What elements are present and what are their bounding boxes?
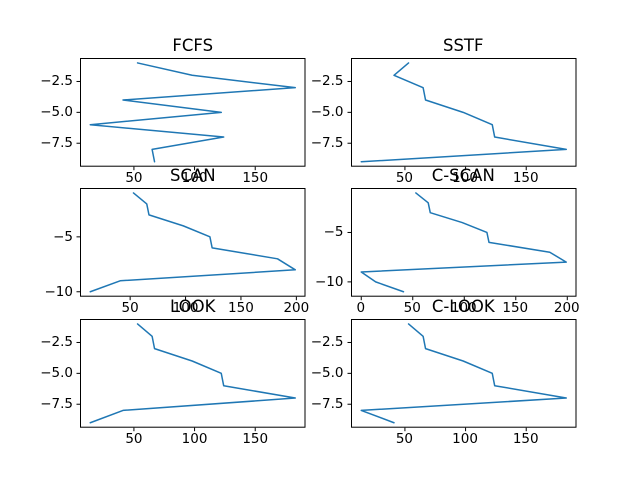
line-plot-look — [76, 318, 306, 431]
x-tick-label: 150 — [512, 169, 539, 186]
x-tick-label: 50 — [121, 300, 139, 317]
y-tick-label: −5.0 — [310, 364, 344, 381]
x-tick-label: 50 — [403, 300, 421, 317]
y-tick-label: −10 — [315, 273, 344, 290]
x-tick-label: 100 — [172, 300, 199, 317]
x-tick-label: 50 — [125, 169, 143, 186]
series-line — [89, 322, 296, 424]
x-tick-label: 100 — [452, 430, 478, 447]
line-plot-c-look — [347, 318, 576, 431]
x-tick-label: 150 — [228, 300, 254, 317]
series-line — [89, 192, 296, 293]
x-tick-label: 200 — [553, 300, 580, 317]
y-tick-label: −7.5 — [310, 395, 344, 412]
subplot-title-scan: SCAN — [169, 166, 216, 185]
subplot-title-c-scan: C-SCAN — [431, 166, 495, 185]
y-tick-label: −2.5 — [40, 333, 73, 350]
axes-spines — [80, 57, 306, 167]
x-tick-label: 50 — [395, 430, 413, 447]
axes-spines — [350, 57, 576, 167]
x-tick-label: 100 — [452, 169, 478, 186]
axes-spines — [80, 188, 306, 297]
y-tick-label: −2.5 — [310, 73, 344, 90]
y-tick-label: −7.5 — [310, 134, 344, 151]
x-tick-label: 150 — [512, 430, 539, 447]
y-tick-label: −5.0 — [310, 103, 344, 120]
x-tick-label: 150 — [242, 169, 269, 186]
x-tick-label: 50 — [125, 430, 143, 447]
x-tick-label: 0 — [356, 300, 366, 317]
line-plot-c-scan — [347, 188, 576, 301]
y-tick-label: −5 — [53, 228, 73, 245]
x-tick-label: 50 — [395, 169, 413, 186]
subplot-look: LOOK 50 100 150 −2.5 −5.0 −7.5 — [40, 298, 306, 446]
x-tick-label: 200 — [283, 300, 310, 317]
line-plot-fcfs — [76, 57, 306, 170]
series-line — [89, 61, 296, 163]
y-tick-label: −2.5 — [40, 73, 73, 90]
subplot-title-c-look: C-LOOK — [431, 296, 495, 316]
line-plot-scan — [76, 188, 306, 301]
y-tick-label: −5.0 — [40, 364, 73, 381]
line-plot-sstf — [347, 57, 576, 170]
y-tick-label: −10 — [44, 283, 74, 300]
y-tick-label: −7.5 — [40, 395, 73, 412]
y-tick-label: −2.5 — [310, 333, 344, 350]
x-tick-label: 100 — [450, 300, 477, 317]
y-tick-label: −5.0 — [40, 103, 73, 120]
x-tick-label: 100 — [181, 430, 208, 447]
subplot-c-look: C-LOOK 50 100 150 −2.5 −5.0 −7.5 — [311, 298, 576, 446]
x-tick-label: 150 — [502, 300, 529, 317]
x-tick-label: 100 — [181, 169, 208, 186]
subplot-title-sstf: SSTF — [442, 35, 484, 55]
y-tick-label: −7.5 — [40, 134, 73, 151]
subplot-title-look: LOOK — [170, 296, 216, 316]
y-tick-label: −5 — [323, 224, 344, 241]
axes-spines — [350, 318, 576, 428]
subplot-c-scan: C-SCAN 0 50 100 150 200 −5 −10 — [315, 167, 580, 315]
x-tick-label: 150 — [242, 430, 269, 447]
axes-spines — [350, 188, 576, 297]
subplot-title-fcfs: FCFS — [172, 35, 214, 55]
subplot-scan: SCAN 50 100 150 200 −5 −10 — [45, 167, 310, 315]
series-line — [360, 61, 567, 163]
series-line — [360, 322, 567, 424]
series-line — [360, 192, 567, 293]
subplot-sstf: SSTF 50 100 150 −2.5 −5.0 −7.5 — [311, 37, 576, 185]
axes-spines — [80, 318, 306, 428]
subplot-fcfs: FCFS 50 100 150 −2.5 −5.0 −7.5 — [40, 37, 306, 185]
